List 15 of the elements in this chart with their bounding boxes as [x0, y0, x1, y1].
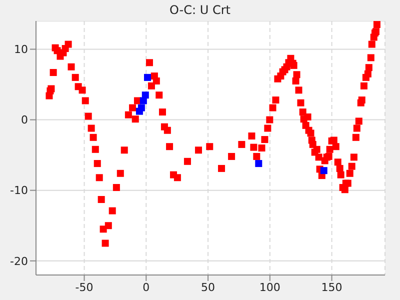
x-tick-label: 100 [259, 280, 280, 294]
y-tick-label: -20 [10, 254, 28, 268]
point [144, 74, 152, 81]
point [138, 104, 145, 112]
x-tick-label: 150 [321, 280, 342, 294]
x-tick-label: 50 [201, 280, 216, 294]
y-tick-label: -10 [10, 184, 28, 198]
y-tick-label: 0 [21, 114, 28, 127]
x-tick-label: 0 [142, 280, 150, 294]
x-tick-label: -50 [75, 280, 94, 294]
y-tick-label: 10 [14, 43, 28, 56]
point [320, 167, 328, 174]
chart-title: O-C: U Crt [168, 2, 232, 19]
point [255, 160, 262, 168]
point [142, 92, 149, 99]
